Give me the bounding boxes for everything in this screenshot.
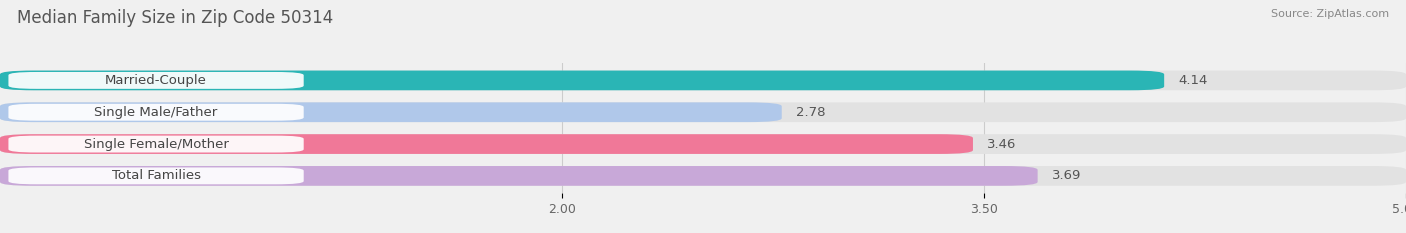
FancyBboxPatch shape [0, 134, 973, 154]
FancyBboxPatch shape [8, 104, 304, 121]
FancyBboxPatch shape [0, 71, 1406, 90]
FancyBboxPatch shape [0, 166, 1406, 186]
FancyBboxPatch shape [0, 134, 1406, 154]
FancyBboxPatch shape [8, 72, 304, 89]
FancyBboxPatch shape [8, 136, 304, 152]
FancyBboxPatch shape [0, 166, 1038, 186]
FancyBboxPatch shape [0, 71, 1164, 90]
Text: Median Family Size in Zip Code 50314: Median Family Size in Zip Code 50314 [17, 9, 333, 27]
Text: 4.14: 4.14 [1178, 74, 1208, 87]
Text: 2.78: 2.78 [796, 106, 825, 119]
Text: 3.46: 3.46 [987, 137, 1017, 151]
Text: Single Female/Mother: Single Female/Mother [83, 137, 229, 151]
FancyBboxPatch shape [8, 168, 304, 184]
Text: Total Families: Total Families [111, 169, 201, 182]
Text: Married-Couple: Married-Couple [105, 74, 207, 87]
Text: Single Male/Father: Single Male/Father [94, 106, 218, 119]
Text: Source: ZipAtlas.com: Source: ZipAtlas.com [1271, 9, 1389, 19]
Text: 3.69: 3.69 [1052, 169, 1081, 182]
FancyBboxPatch shape [0, 102, 782, 122]
FancyBboxPatch shape [0, 102, 1406, 122]
